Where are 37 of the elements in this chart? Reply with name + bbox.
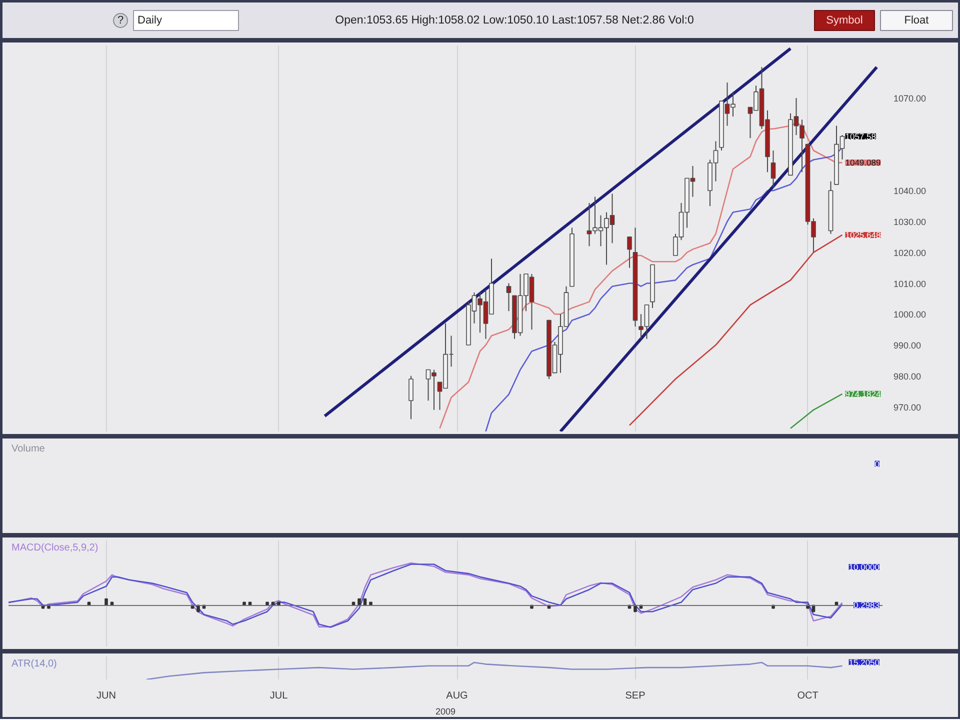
candlestick [408, 375, 414, 420]
chart-title: ATR(14,0) [12, 658, 57, 670]
data-label: 974.1824 [845, 388, 881, 399]
y-tick-label: 1000.00 [894, 310, 926, 320]
data-label: 1025.648 [845, 230, 881, 240]
text: 0 [874, 458, 880, 469]
y-tick-label: 1020.00 [894, 248, 926, 258]
y-tick-label: 1010.00 [894, 278, 926, 289]
chart-subtitle: Daily [138, 14, 162, 26]
text: Float [904, 14, 929, 26]
y-tick-label: 980.00 [894, 371, 922, 382]
x-tick-label: AUG [446, 690, 468, 702]
candlestick [770, 150, 776, 188]
x-tick-label: SEP [625, 690, 646, 702]
text: Open:1053.65 High:1058.02 Low:1050.10 Last:1057.58 Net:2.86 Vol:0 [335, 14, 694, 26]
y-tick-label: 1070.00 [894, 93, 926, 104]
line-series [790, 393, 843, 430]
text: Volume [12, 444, 46, 454]
annotation: 10.0000 [848, 562, 880, 572]
candlestick [506, 282, 512, 312]
data-label: 1049.089 [845, 158, 881, 168]
y-tick-label: 1040.00 [894, 186, 926, 196]
line-series [628, 234, 843, 426]
text: 1057.58 [845, 131, 876, 142]
y-tick-label: 1030.00 [894, 217, 926, 228]
x-tick-label: OCT [797, 690, 818, 702]
chart-title: MACD(Close,5,9,2) [12, 542, 98, 554]
text: Symbol [826, 14, 863, 26]
x-tick-label: JUL [270, 690, 288, 702]
annotation: 15.2050 [848, 657, 880, 668]
annotation: 0.2983 [854, 600, 880, 610]
y-tick-label: 970.00 [894, 402, 922, 412]
x-tick-label: JUN [96, 690, 116, 702]
y-tick-label: 990.00 [894, 340, 922, 351]
x-axis-title: 2009 [435, 706, 456, 716]
text: ? [117, 14, 124, 26]
candlestick [627, 236, 632, 268]
